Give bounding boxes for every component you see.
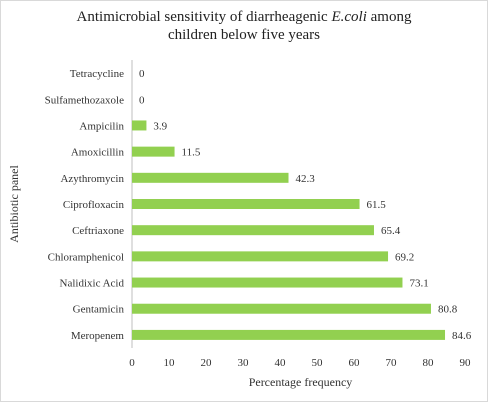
bar xyxy=(132,303,431,314)
x-tick-labels: 0 10 20 30 40 50 60 70 80 90 xyxy=(129,357,471,369)
chart-title-line1: Antimicrobial sensitivity of diarrheagen… xyxy=(77,9,412,25)
data-label: 65.4 xyxy=(381,225,401,237)
x-tick-label: 80 xyxy=(423,357,435,369)
x-tick-label: 40 xyxy=(275,357,287,369)
category-label: Chloramphenicol xyxy=(48,251,124,263)
data-label: 3.9 xyxy=(153,120,167,132)
category-label: Azythromycin xyxy=(60,173,124,185)
x-tick-label: 60 xyxy=(349,357,361,369)
data-label: 69.2 xyxy=(395,251,414,263)
chart-title: Antimicrobial sensitivity of diarrheagen… xyxy=(0,8,488,44)
x-tick-label: 50 xyxy=(312,357,324,369)
bar xyxy=(132,329,446,340)
category-label: Tetracycline xyxy=(70,68,124,80)
chart-title-line2: children below five years xyxy=(167,27,321,43)
y-axis-title: Antibiotic panel xyxy=(7,165,21,243)
data-label: 0 xyxy=(139,68,145,80)
category-label: Gentamicin xyxy=(73,304,125,316)
data-label: 73.1 xyxy=(409,278,428,290)
bars-group xyxy=(132,120,446,340)
data-label: 84.6 xyxy=(452,330,472,342)
x-tick-label: 0 xyxy=(129,357,135,369)
category-label: Ciprofloxacin xyxy=(63,199,125,211)
bar xyxy=(132,146,175,157)
category-label: Sulfamethozaxole xyxy=(45,94,125,106)
category-label: Ampicilin xyxy=(79,120,124,132)
data-labels: 0 0 3.9 11.5 42.3 61.5 65.4 69.2 73.1 80.8 84.6 xyxy=(139,68,472,342)
bar xyxy=(132,120,147,131)
category-label: Nalidixic Acid xyxy=(60,278,125,290)
x-tick-label: 20 xyxy=(201,357,213,369)
title-prefix: Antimicrobial sensitivity of diarrheagen… xyxy=(76,9,332,25)
data-label: 80.8 xyxy=(438,304,458,316)
category-label: Amoxicillin xyxy=(71,147,125,159)
data-label: 42.3 xyxy=(296,173,316,185)
bar xyxy=(132,225,374,236)
x-tick-label: 30 xyxy=(238,357,250,369)
bar xyxy=(132,172,289,183)
data-label: 61.5 xyxy=(367,199,387,211)
x-tick-label: 10 xyxy=(164,357,176,369)
x-axis-title: Percentage frequency xyxy=(249,375,353,389)
title-suffix: among xyxy=(366,9,412,25)
x-tick-label: 90 xyxy=(460,357,472,369)
category-labels: Tetracycline Sulfamethozaxole Ampicilin Amo… xyxy=(45,68,125,342)
data-label: 0 xyxy=(139,94,145,106)
x-tick-label: 70 xyxy=(386,357,398,369)
bar xyxy=(132,199,360,209)
title-organism: E.coli xyxy=(331,9,367,25)
bar xyxy=(132,277,403,288)
data-label: 11.5 xyxy=(182,147,201,159)
bar xyxy=(132,251,389,262)
category-label: Ceftriaxone xyxy=(72,225,124,237)
category-label: Meropenem xyxy=(71,330,125,342)
